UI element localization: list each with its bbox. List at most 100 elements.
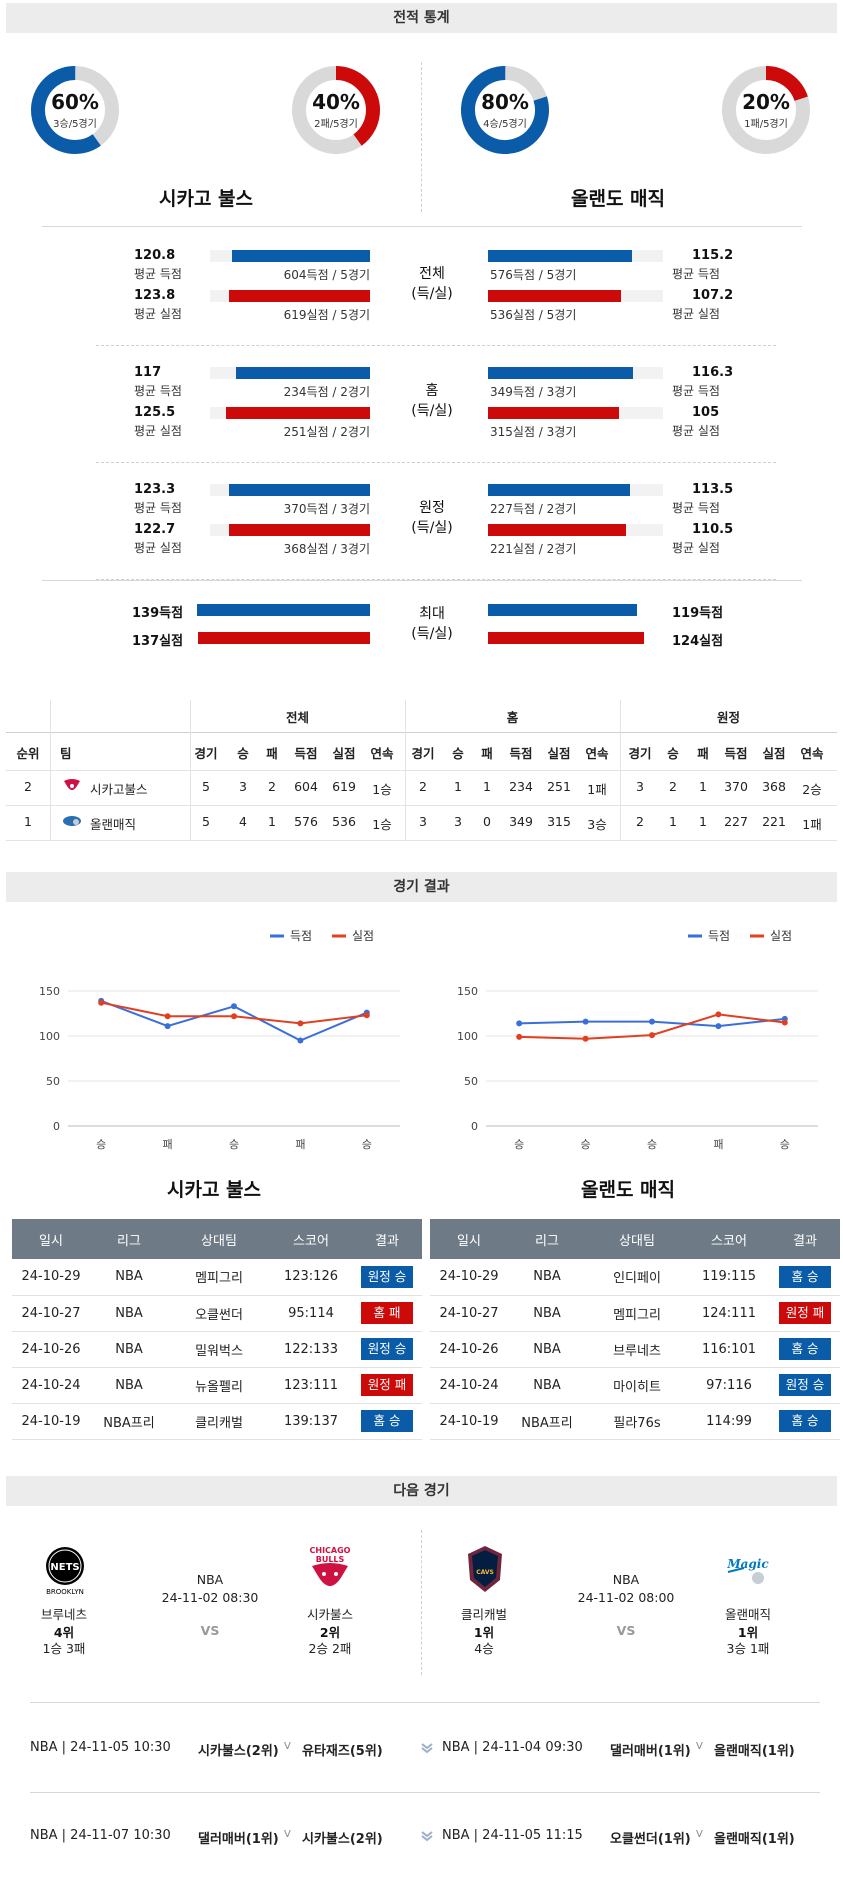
game-datetime: 24-11-02 08:00 [577, 1590, 675, 1605]
allowed-point [231, 1013, 237, 1020]
allowed-point [516, 1033, 523, 1040]
col-header: 패 [481, 746, 493, 761]
result-league: NBA [508, 1367, 586, 1404]
results-table-right: 일시 리그 상대팀 스코어 결과 24-10-29 NBA 인디페이 119:115 홈 승 24-… [430, 1219, 840, 1440]
score-point [164, 1023, 171, 1030]
results-table-left: 일시 리그 상대팀 스코어 결과 24-10-29 NBA 멤피그리 123:126 원정 승 24… [12, 1219, 422, 1440]
standings-group-header: 전체 [285, 710, 309, 725]
stat-cell: 3 [454, 814, 462, 829]
stat-cell: 3 [239, 779, 247, 794]
team-logo-icon: NETS BROOKLYN [42, 1544, 88, 1596]
donut-arc-4 [722, 66, 810, 154]
max-value-right: 119득점 [672, 606, 724, 621]
stat-cell: 2 [669, 779, 677, 794]
section-header-results: 경기 결과 [6, 872, 837, 902]
divider [405, 700, 406, 840]
stat-label-left: 평균 득점 [134, 501, 182, 515]
chart-title-home: 시카고 불스 [166, 1179, 261, 1201]
stat-cell: 3 [636, 779, 644, 794]
max-value-right: 124실점 [672, 634, 724, 649]
result-cell: 홈 승 [352, 1403, 422, 1440]
result-date: 24-10-19 [12, 1403, 90, 1440]
line-charts: 득점 실점 150 100 50 0 승 패 승 패 승 득점 실점 150 100 50 0 승 승 승 패 승 [39, 929, 818, 1151]
stat-cell: 1 [699, 814, 707, 829]
upcoming-team2: 올랜매직(1위) [714, 1832, 795, 1847]
x-tick-label: 승 [514, 1138, 524, 1151]
result-league: NBA [90, 1367, 168, 1404]
stat-label-left: 평균 실점 [134, 307, 182, 321]
chevron-down-icon[interactable] [420, 1830, 434, 1842]
allowed-point [781, 1019, 788, 1026]
x-tick-label: 승 [780, 1138, 790, 1151]
col-header: 경기 [628, 746, 652, 761]
upcoming-team2: 유타재즈(5위) [302, 1744, 383, 1759]
stat-cell: 227 [724, 814, 748, 829]
stat-cell: 3 [419, 814, 427, 829]
svg-text:BULLS: BULLS [316, 1555, 345, 1564]
team-rank: 1위 [737, 1625, 759, 1640]
stat-cell: 2 [268, 779, 276, 794]
stat-group-sublabel: (득/실) [411, 626, 453, 642]
donut-sub-1: 3승/5경기 [53, 119, 97, 130]
stat-group-label: 최대 [419, 606, 445, 622]
result-badge: 홈 승 [779, 1265, 831, 1288]
result-opp: 마이히트 [586, 1367, 688, 1404]
results-header-cell: 결과 [770, 1219, 840, 1259]
rank-cell: 2 [24, 779, 32, 794]
max-value-left: 137실점 [132, 634, 184, 649]
stat-cell: 5 [202, 779, 210, 794]
result-date: 24-10-29 [430, 1259, 508, 1296]
bar-caption-left: 368실점 / 3경기 [283, 542, 370, 556]
stat-group-label: 홈 [425, 383, 439, 399]
stat-cell: 1 [669, 814, 677, 829]
game-datetime: 24-11-02 08:30 [161, 1590, 259, 1605]
stat-cell: 221 [762, 814, 786, 829]
donut-arc-2 [292, 66, 380, 154]
game-league: NBA [196, 1572, 224, 1587]
result-cell: 원정 패 [770, 1295, 840, 1332]
upcoming-team2: 올랜매직(1위) [714, 1744, 795, 1759]
upcoming-team1: 댈러매버(1위) [610, 1744, 691, 1759]
x-tick-label: 승 [229, 1138, 239, 1151]
result-opp: 밀워벅스 [168, 1331, 270, 1368]
x-tick-label: 승 [96, 1138, 106, 1151]
col-header: 패 [266, 746, 278, 761]
next-divider [421, 1530, 422, 1675]
result-league: NBA [508, 1331, 586, 1368]
donut-charts [31, 66, 810, 154]
y-tick-label: 150 [39, 985, 60, 998]
team-name: 클리캐벌 [460, 1607, 507, 1622]
result-score: 123:111 [270, 1367, 352, 1404]
team-record: 4승 [474, 1641, 494, 1656]
upcoming-team2: 시카불스(2위) [302, 1832, 383, 1847]
divider [190, 700, 191, 840]
col-header: 연속 [800, 746, 824, 761]
max-score-bar-right [488, 604, 637, 616]
stat-label-left: 평균 실점 [134, 424, 182, 438]
result-league: NBA [508, 1295, 586, 1332]
result-score: 116:101 [688, 1331, 770, 1368]
stat-value-left: 123.8 [134, 288, 176, 303]
bar-caption-right: 536실점 / 5경기 [490, 308, 577, 322]
stat-label-left: 평균 득점 [134, 384, 182, 398]
result-opp: 멤피그리 [168, 1259, 270, 1296]
stat-value-left: 123.3 [134, 482, 176, 497]
stat-cell: 4 [239, 814, 247, 829]
vs-label: VS [200, 1623, 220, 1638]
result-opp: 인디페이 [586, 1259, 688, 1296]
chevron-down-icon[interactable] [420, 1742, 434, 1754]
results-header-cell: 일시 [430, 1219, 508, 1259]
stat-label-left: 평균 득점 [134, 267, 182, 281]
vs-icon: V [284, 1829, 291, 1840]
results-header-row: 일시 리그 상대팀 스코어 결과 [12, 1219, 422, 1259]
result-cell: 원정 승 [352, 1259, 422, 1296]
magic-logo-icon [62, 813, 82, 829]
result-badge: 홈 승 [361, 1410, 413, 1432]
result-score: 95:114 [270, 1295, 352, 1332]
col-header: 실점 [332, 746, 356, 761]
legend-score: 득점 [290, 929, 312, 943]
upcoming-team1: 오클썬더(1위) [610, 1832, 691, 1847]
team-cell: 시카고불스 [90, 782, 148, 797]
y-tick-label: 50 [46, 1075, 60, 1088]
stat-group-label: 전체 [419, 266, 445, 282]
